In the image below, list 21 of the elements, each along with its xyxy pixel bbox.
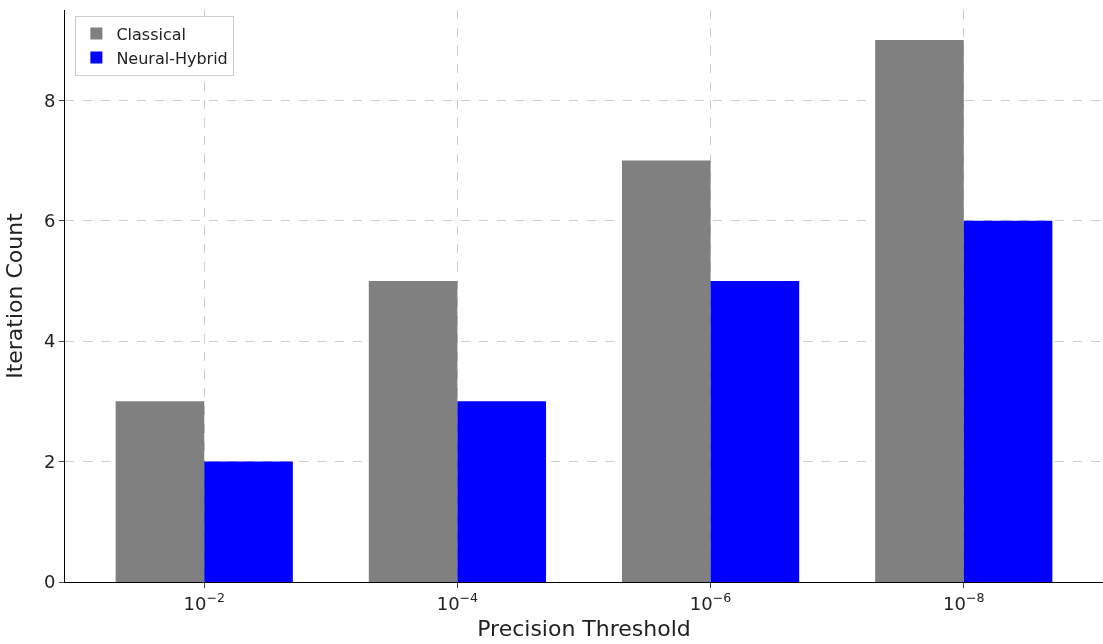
y-tick-label: 8 (43, 89, 56, 111)
x-tick-label: 10$^{−4}$ (436, 590, 479, 614)
bar (368, 280, 458, 582)
bar (457, 401, 547, 582)
y-axis-title: Iteration Count (1, 212, 27, 379)
x-tick-label: 10$^{−2}$ (183, 590, 225, 614)
y-tick-label: 0 (43, 571, 56, 593)
bar (963, 220, 1053, 582)
y-tick-label: 4 (43, 330, 56, 352)
x-axis-title: Precision Threshold (477, 616, 691, 642)
bar (710, 280, 800, 582)
x-tick-label: 10$^{−8}$ (943, 590, 985, 614)
legend-label: Neural-Hybrid (116, 48, 228, 68)
legend-label: Classical (116, 24, 186, 44)
y-tick-label: 6 (43, 210, 56, 232)
x-tick-label: 10$^{−6}$ (689, 590, 732, 614)
bar (621, 160, 711, 582)
bar (204, 461, 293, 582)
y-tick-label: 2 (43, 450, 56, 472)
bar (115, 401, 205, 582)
bar (875, 40, 964, 582)
